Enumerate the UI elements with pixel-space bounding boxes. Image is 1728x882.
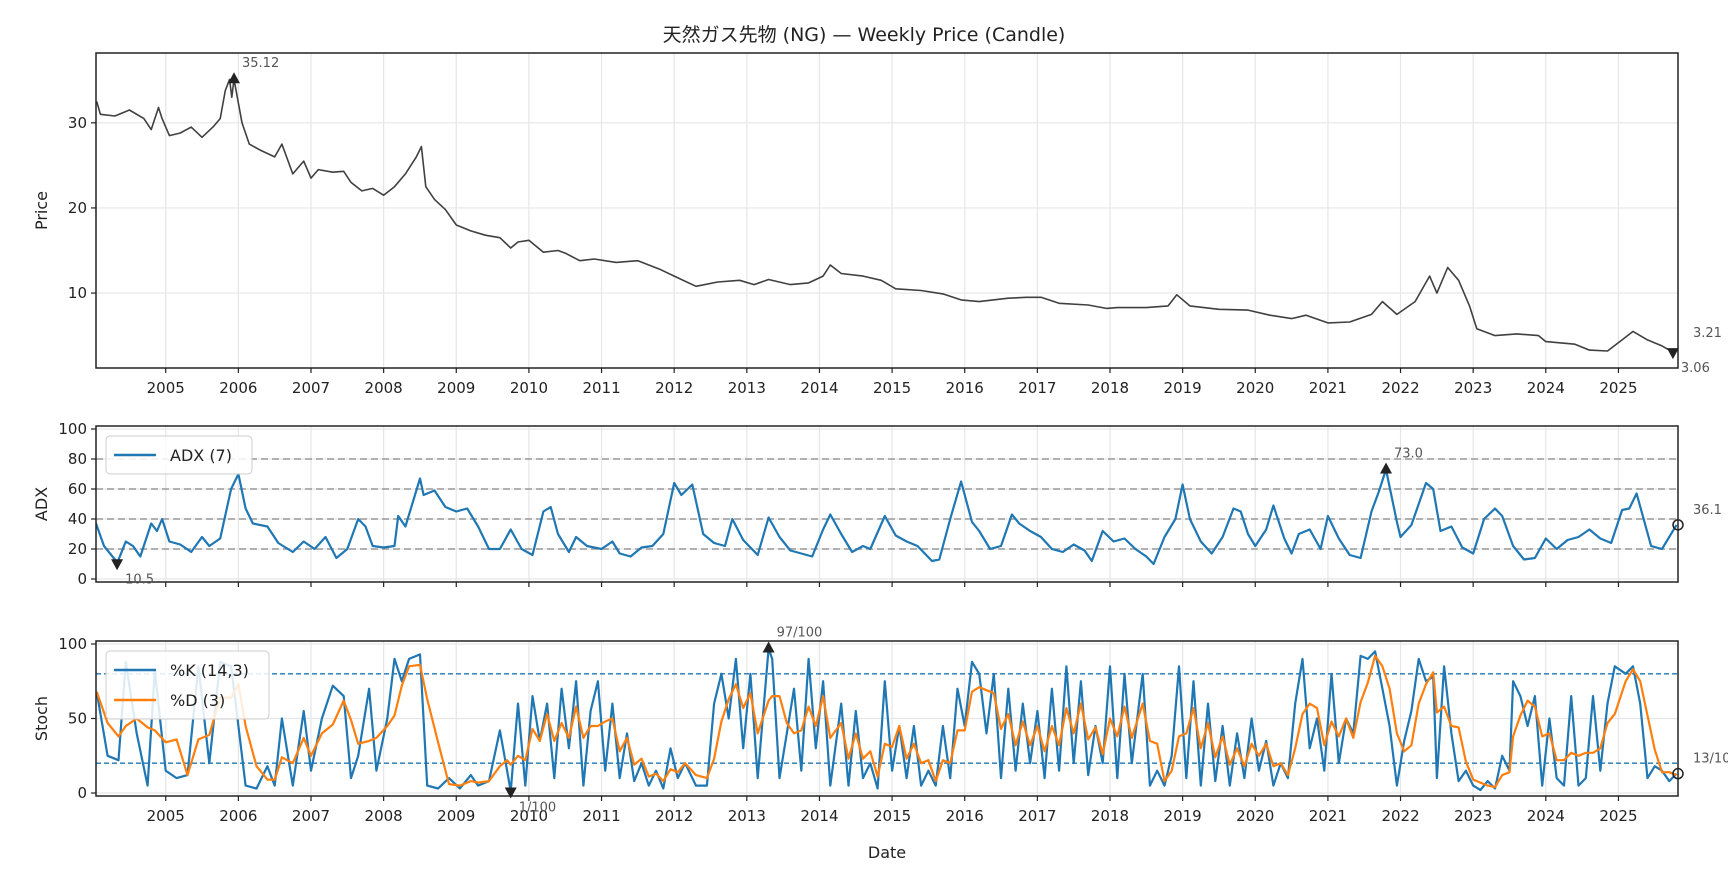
price-line bbox=[96, 78, 1677, 353]
axes-frame bbox=[95, 52, 1679, 369]
x-tick-label: 2013 bbox=[728, 807, 766, 825]
min-marker-icon bbox=[504, 787, 517, 799]
legend-label: %K (14,3) bbox=[170, 661, 249, 680]
legend-box bbox=[105, 650, 270, 720]
y-axis-label: ADX bbox=[32, 487, 51, 521]
legend-box bbox=[105, 435, 253, 475]
x-tick-label: 2016 bbox=[946, 807, 984, 825]
axes-frame bbox=[95, 640, 1679, 797]
x-tick-label: 2012 bbox=[655, 379, 693, 397]
x-tick-label: 2020 bbox=[1236, 807, 1274, 825]
x-tick-label: 2022 bbox=[1381, 379, 1419, 397]
panel-price: 10 20 30 2005 2006 2007 2008 2009 2010 2011 2012 20… bbox=[32, 52, 1722, 397]
x-tick-label: 2018 bbox=[1091, 379, 1129, 397]
x-tick-label: 2022 bbox=[1381, 807, 1419, 825]
x-tick-label: 2016 bbox=[946, 379, 984, 397]
x-tick-label: 2015 bbox=[873, 807, 911, 825]
k-line bbox=[96, 647, 1678, 793]
y-tick-label: 0 bbox=[77, 784, 87, 802]
last-value-label: 3.21 bbox=[1693, 326, 1722, 341]
x-tick-label: 2023 bbox=[1454, 379, 1492, 397]
x-tick-label: 2017 bbox=[1018, 379, 1056, 397]
x-tick-label: 2015 bbox=[873, 379, 911, 397]
panel-adx: 0 20 40 60 80 100 ADX 73.0 10.5 36.1 ADX (7) bbox=[32, 420, 1722, 588]
legend-label: %D (3) bbox=[170, 691, 225, 710]
x-tick-label: 2019 bbox=[1164, 807, 1202, 825]
max-marker-icon bbox=[762, 641, 775, 653]
x-tick-label: 2018 bbox=[1091, 807, 1129, 825]
min-marker-icon bbox=[111, 559, 124, 571]
y-axis-label: Stoch bbox=[32, 696, 51, 741]
chart-title: 天然ガス先物 (NG) — Weekly Price (Candle) bbox=[663, 24, 1066, 46]
x-tick-label: 2014 bbox=[800, 379, 838, 397]
min-marker-icon bbox=[1666, 348, 1679, 360]
min-annotation: 3.06 bbox=[1681, 361, 1710, 376]
x-tick-label: 2007 bbox=[292, 807, 330, 825]
y-tick-label: 0 bbox=[77, 570, 87, 588]
x-tick-label: 2025 bbox=[1599, 379, 1637, 397]
y-tick-label: 10 bbox=[68, 284, 87, 302]
x-tick-label: 2019 bbox=[1164, 379, 1202, 397]
x-tick-label: 2009 bbox=[437, 807, 475, 825]
x-tick-label: 2005 bbox=[147, 379, 185, 397]
min-annotation: 1/100 bbox=[519, 801, 556, 816]
y-tick-label: 20 bbox=[68, 540, 87, 558]
y-axis-label: Price bbox=[32, 191, 51, 230]
max-marker-icon bbox=[228, 72, 241, 84]
y-tick-label: 80 bbox=[68, 450, 87, 468]
panel-stoch: 0 50 100 2005 2006 2007 2008 2009 2010 2011 2012 20… bbox=[32, 625, 1728, 825]
x-tick-label: 2023 bbox=[1454, 807, 1492, 825]
x-tick-label: 2013 bbox=[728, 379, 766, 397]
x-tick-label: 2012 bbox=[655, 807, 693, 825]
last-value-label: 13/100 bbox=[1693, 752, 1728, 767]
y-tick-label: 40 bbox=[68, 510, 87, 528]
max-annotation: 73.0 bbox=[1394, 447, 1423, 462]
y-tick-label: 30 bbox=[68, 114, 87, 132]
x-tick-label: 2006 bbox=[219, 807, 257, 825]
x-tick-label: 2011 bbox=[582, 379, 620, 397]
x-axis-label: Date bbox=[868, 843, 906, 862]
axes-frame bbox=[95, 425, 1679, 583]
adx-line bbox=[96, 468, 1678, 566]
legend-label: ADX (7) bbox=[170, 446, 232, 465]
y-tick-label: 50 bbox=[68, 710, 87, 728]
y-tick-label: 60 bbox=[68, 480, 87, 498]
y-tick-label: 100 bbox=[58, 420, 87, 438]
d-line bbox=[96, 654, 1677, 789]
x-tick-label: 2009 bbox=[437, 379, 475, 397]
x-tick-label: 2010 bbox=[510, 807, 548, 825]
x-tick-label: 2024 bbox=[1527, 807, 1565, 825]
min-annotation: 10.5 bbox=[125, 572, 154, 587]
x-tick-label: 2021 bbox=[1309, 379, 1347, 397]
x-tick-label: 2024 bbox=[1527, 379, 1565, 397]
max-marker-icon bbox=[1380, 462, 1393, 474]
x-tick-label: 2008 bbox=[365, 379, 403, 397]
x-tick-label: 2021 bbox=[1309, 807, 1347, 825]
last-value-marker-icon bbox=[1672, 519, 1684, 531]
x-tick-label: 2008 bbox=[365, 807, 403, 825]
x-tick-label: 2005 bbox=[147, 807, 185, 825]
y-tick-label: 20 bbox=[68, 199, 87, 217]
max-annotation: 35.12 bbox=[242, 56, 279, 71]
x-tick-label: 2020 bbox=[1236, 379, 1274, 397]
max-annotation: 97/100 bbox=[777, 625, 823, 640]
y-tick-label: 100 bbox=[58, 635, 87, 653]
x-tick-label: 2014 bbox=[800, 807, 838, 825]
x-tick-label: 2025 bbox=[1599, 807, 1637, 825]
x-tick-label: 2007 bbox=[292, 379, 330, 397]
x-tick-label: 2006 bbox=[219, 379, 257, 397]
x-tick-label: 2011 bbox=[582, 807, 620, 825]
x-tick-label: 2017 bbox=[1018, 807, 1056, 825]
last-value-label: 36.1 bbox=[1693, 503, 1722, 518]
x-tick-label: 2010 bbox=[510, 379, 548, 397]
last-value-marker-icon bbox=[1672, 767, 1684, 780]
